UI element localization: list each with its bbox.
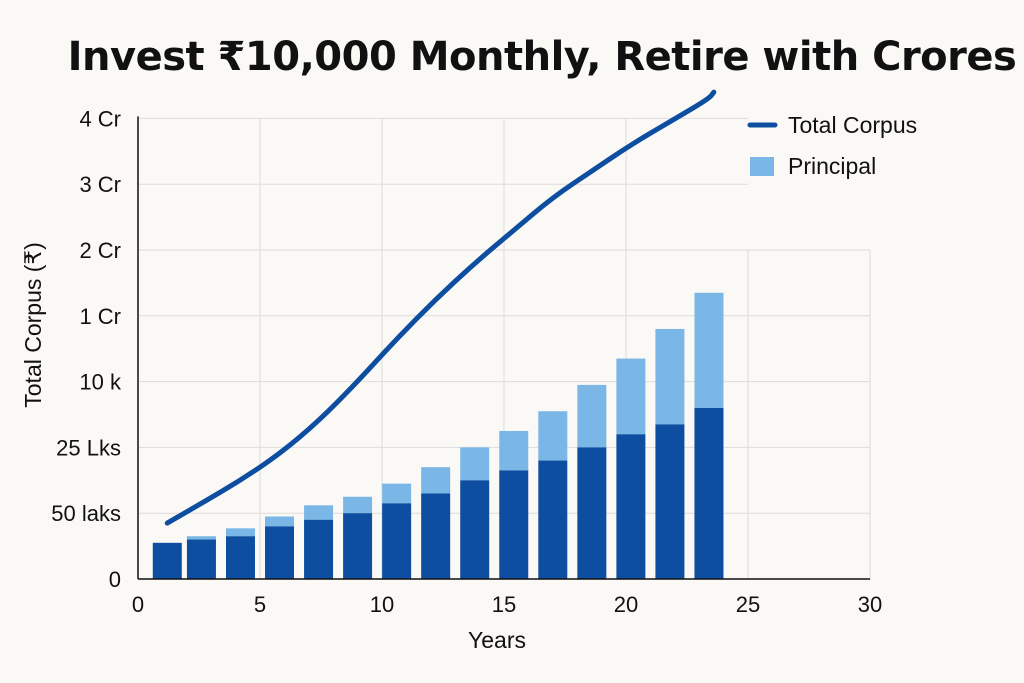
x-tick-label: 20	[614, 592, 638, 617]
y-tick-label: 2 Cr	[79, 238, 121, 263]
bar-principal-base	[577, 447, 607, 579]
bar-principal-base	[499, 470, 529, 579]
x-tick-label: 10	[370, 592, 394, 617]
bar-principal-top	[186, 536, 216, 540]
bar-principal-base	[616, 434, 646, 579]
bar-principal-top	[460, 447, 490, 481]
grid	[138, 117, 871, 579]
bar-principal-top	[421, 467, 451, 494]
y-tick-label: 50 laks	[51, 501, 121, 526]
tick-labels: 0 5 10 15 20 25 30 0 50 laks 25 Lks 10 k 1 Cr 2 Cr 3 …	[51, 106, 882, 617]
bar-principal-base	[460, 480, 490, 579]
bar-principal-top	[343, 496, 373, 514]
bar-principal-base	[265, 526, 295, 579]
axes	[137, 116, 870, 580]
total-corpus-line	[164, 89, 717, 526]
bar-principal-base	[538, 460, 568, 579]
legend: Total Corpus Principal	[747, 112, 917, 179]
bar-principal-base	[186, 539, 216, 579]
x-tick-label: 0	[132, 592, 144, 617]
bar-principal-top	[265, 516, 295, 527]
bar-principal-base	[382, 503, 412, 579]
y-tick-label: 10 k	[79, 370, 122, 395]
bar-principal-top	[304, 505, 334, 520]
bar-principal-top	[655, 328, 685, 425]
x-axis-title: Years	[468, 627, 526, 653]
bar-principal-base	[225, 536, 255, 579]
bar-principal-base	[421, 493, 451, 579]
bar-principal-top	[694, 292, 724, 408]
bar-principal-base	[655, 424, 685, 579]
bar-principal-base	[152, 542, 182, 579]
x-tick-label: 30	[858, 592, 882, 617]
bar-principal-top	[577, 384, 607, 448]
bars	[152, 292, 724, 579]
bar-principal-top	[225, 528, 255, 537]
bar-principal-base	[694, 407, 724, 579]
chart-title: Invest ₹10,000 Monthly, Retire with Cror…	[67, 34, 1017, 80]
bar-principal-base	[304, 519, 334, 579]
bar-principal-base	[343, 513, 373, 579]
legend-label-principal: Principal	[788, 153, 876, 179]
bar-principal-top	[616, 358, 646, 435]
bar-principal-top	[382, 483, 412, 504]
y-tick-label: 0	[109, 567, 121, 592]
x-tick-label: 5	[254, 592, 266, 617]
bar-principal-top	[538, 411, 568, 461]
y-tick-label: 4 Cr	[79, 106, 121, 131]
x-tick-label: 25	[736, 592, 760, 617]
y-tick-label: 25 Lks	[56, 435, 121, 460]
y-axis-title: Total Corpus (₹)	[20, 242, 46, 407]
y-tick-label: 1 Cr	[79, 304, 121, 329]
line-series	[164, 89, 717, 526]
x-tick-label: 15	[492, 592, 516, 617]
bar-principal-top	[499, 430, 529, 471]
legend-principal-swatch	[750, 157, 774, 176]
legend-label-total-corpus: Total Corpus	[788, 112, 917, 138]
y-tick-label: 3 Cr	[79, 172, 121, 197]
